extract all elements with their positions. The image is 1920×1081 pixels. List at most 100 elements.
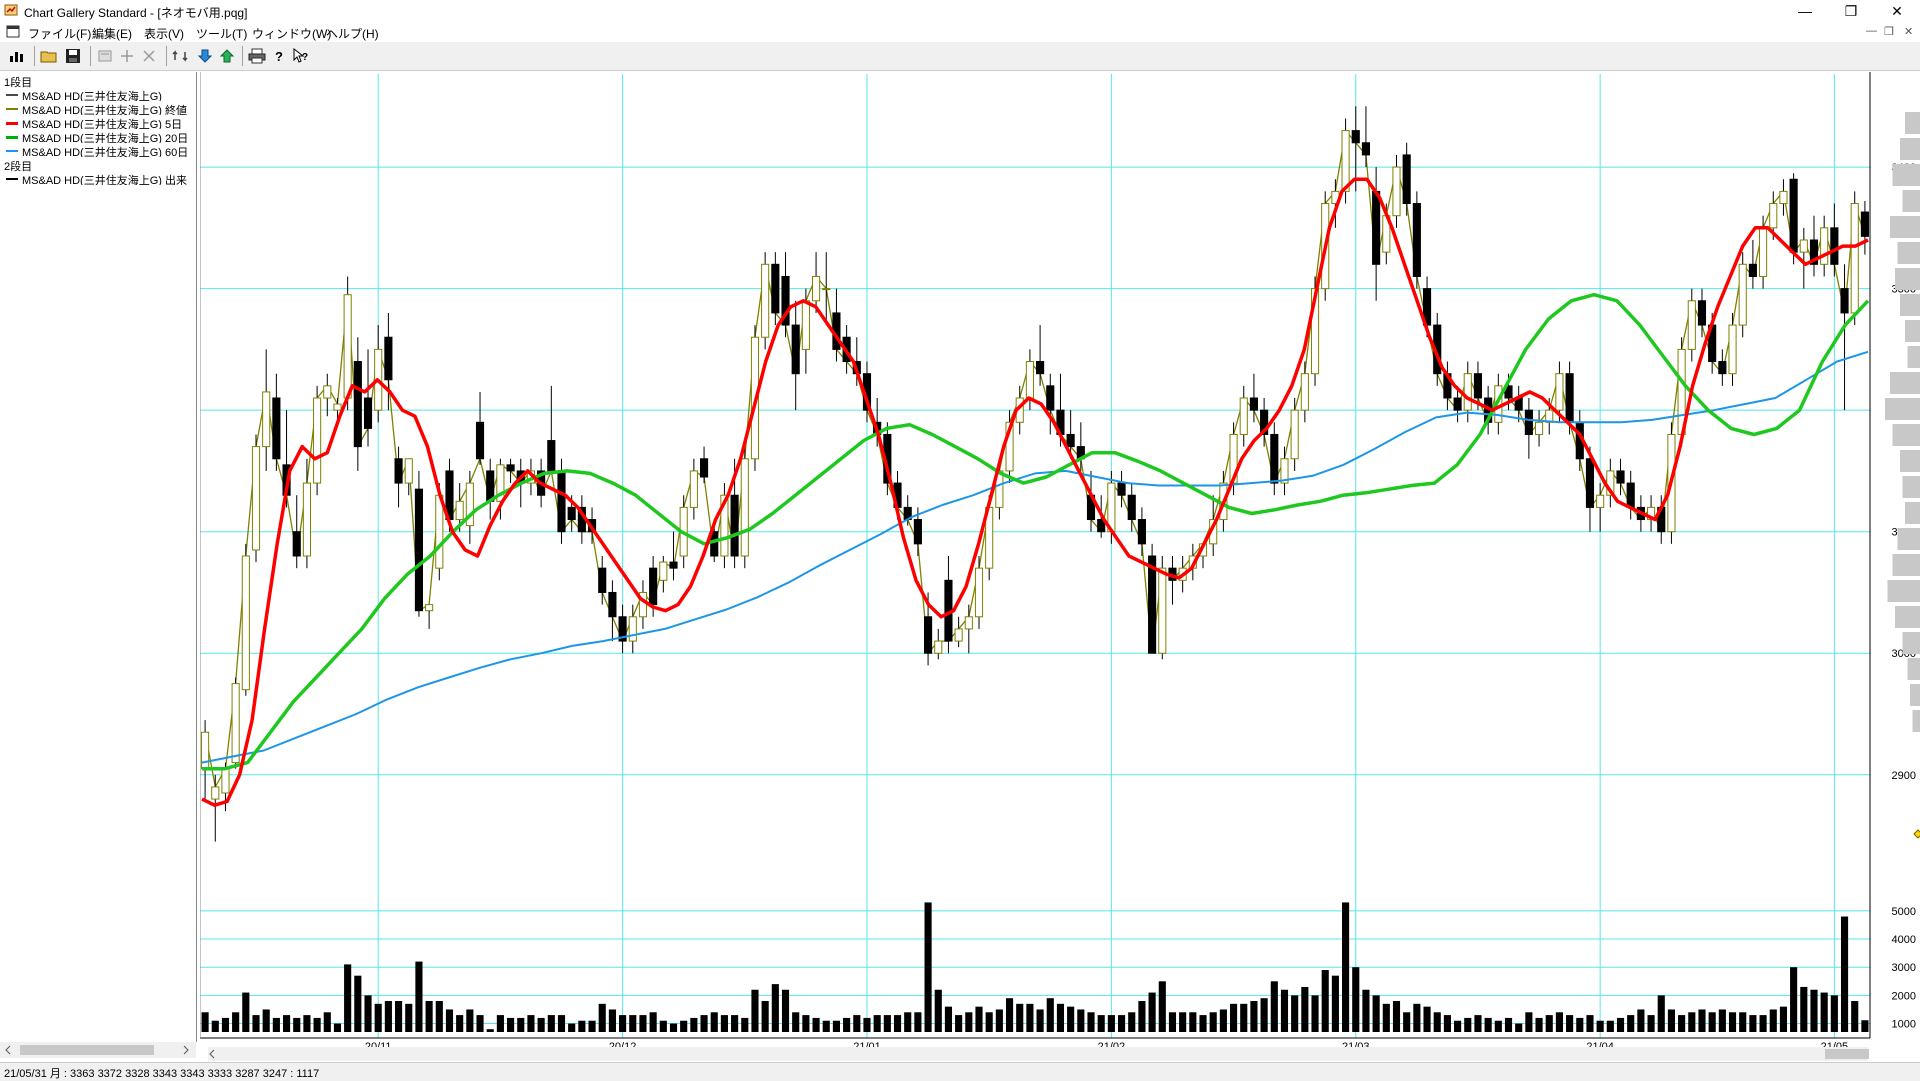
candle-body: [212, 787, 219, 799]
menu-tools[interactable]: ツール(T): [196, 25, 247, 42]
volume-bar: [395, 1001, 402, 1032]
help-button[interactable]: ?: [268, 45, 290, 67]
volume-bar: [1342, 902, 1349, 1032]
legend-label: MS&AD HD(三井住友海上G) 5日: [22, 116, 182, 129]
legend-horizontal-scrollbar[interactable]: [0, 1042, 196, 1058]
legend-item[interactable]: MS&AD HD(三井住友海上G): [4, 88, 194, 101]
volume-bar: [487, 1029, 494, 1032]
candle-body: [395, 459, 402, 483]
candle-body: [1790, 179, 1797, 252]
volume-profile-bar: [1890, 216, 1920, 238]
menu-edit[interactable]: 編集(E): [92, 25, 132, 42]
volume-bar: [1057, 1004, 1064, 1032]
volume-profile-bar: [1893, 554, 1920, 576]
save-button[interactable]: [62, 45, 84, 67]
volume-bar: [1525, 1012, 1532, 1032]
volume-tick-label: 1000: [1892, 1019, 1916, 1031]
swap-button[interactable]: [170, 45, 192, 67]
candle-body: [1525, 410, 1532, 434]
menu-file[interactable]: ファイル(F): [28, 25, 91, 42]
candle-body: [273, 398, 280, 459]
candle-body: [762, 264, 769, 337]
volume-bar: [599, 1004, 606, 1032]
volume-bar: [802, 1015, 809, 1032]
minimize-button[interactable]: —: [1782, 0, 1828, 22]
volume-bar: [1790, 967, 1797, 1032]
candlestick: [1301, 362, 1308, 423]
volume-bar: [1006, 998, 1013, 1032]
volume-bar: [853, 1015, 860, 1032]
legend-label: MS&AD HD(三井住友海上G) 20日: [22, 130, 188, 143]
volume-tick-label: 2000: [1892, 990, 1916, 1002]
volume-tick-label: 4000: [1892, 934, 1916, 946]
close-button[interactable]: ✕: [1874, 0, 1920, 22]
volume-profile-bar: [1893, 424, 1920, 446]
volume-bar: [1800, 987, 1807, 1032]
scrollbar-thumb[interactable]: [20, 1045, 154, 1055]
scroll-left-icon[interactable]: [6, 1046, 10, 1054]
move-down-button[interactable]: [194, 45, 216, 67]
candle-body: [426, 605, 433, 611]
open-button[interactable]: [38, 45, 60, 67]
mdi-restore-button[interactable]: ❐: [1884, 25, 1894, 38]
mdi-close-button[interactable]: ✕: [1904, 25, 1913, 38]
volume-bar: [1434, 1012, 1441, 1032]
legend-swatch: [6, 136, 18, 139]
volume-profile-bar: [1908, 658, 1920, 680]
floppy-disk-icon: [65, 48, 81, 64]
chart-scrollbar-thumb: [1825, 1049, 1869, 1059]
legend-item[interactable]: MS&AD HD(三井住友海上G) 5日: [4, 116, 194, 129]
volume-bar: [242, 993, 249, 1032]
chart-area[interactable]: 2900300031003200330034001000200030004000…: [200, 72, 1920, 1062]
volume-bar: [375, 1004, 382, 1032]
document-icon[interactable]: [6, 25, 20, 38]
candle-body: [792, 325, 799, 374]
volume-bar: [202, 1012, 209, 1032]
volume-profile-bar: [1898, 242, 1920, 264]
candlestick: [1810, 216, 1817, 277]
scroll-right-icon[interactable]: [184, 1046, 188, 1054]
legend-item[interactable]: MS&AD HD(三井住友海上G) 終値: [4, 102, 194, 115]
candle-body: [914, 520, 921, 544]
menu-help[interactable]: ヘルプ(H): [326, 25, 379, 42]
add-button[interactable]: [116, 45, 138, 67]
candle-body: [1861, 212, 1868, 236]
candlestick: [660, 556, 667, 592]
volume-bar: [1271, 981, 1278, 1032]
volume-bar: [1474, 1015, 1481, 1032]
candle-body: [1047, 386, 1054, 410]
candle-body: [242, 556, 249, 690]
print-button[interactable]: [246, 45, 268, 67]
context-help-button[interactable]: ?: [290, 45, 312, 67]
volume-bar: [232, 1012, 239, 1032]
legend-item[interactable]: MS&AD HD(三井住友海上G) 20日: [4, 130, 194, 143]
candlestick: [1271, 422, 1278, 495]
move-up-button[interactable]: [216, 45, 238, 67]
delete-button[interactable]: [138, 45, 160, 67]
candle-body: [975, 568, 982, 617]
volume-bar: [1332, 976, 1339, 1032]
candlestick: [375, 325, 382, 422]
chart-canvas[interactable]: 2900300031003200330034001000200030004000…: [200, 72, 1920, 1062]
candle-body: [1566, 374, 1573, 423]
marker-diamond-icon: [1914, 830, 1920, 838]
legend-item[interactable]: MS&AD HD(三井住友海上G) 60日: [4, 144, 194, 157]
legend-item[interactable]: MS&AD HD(三井住友海上G) 出来: [4, 172, 194, 185]
plus-icon: [119, 48, 135, 64]
volume-bar: [741, 1018, 748, 1032]
menu-view[interactable]: 表示(V): [144, 25, 184, 42]
restore-button[interactable]: ❐: [1828, 0, 1874, 22]
legend-label: MS&AD HD(三井住友海上G) 60日: [22, 144, 188, 157]
volume-bar: [904, 1012, 911, 1032]
volume-bar: [1047, 998, 1054, 1032]
properties-button[interactable]: [94, 45, 116, 67]
volume-bar: [1454, 1021, 1461, 1032]
menu-window[interactable]: ウィンドウ(W): [252, 25, 331, 42]
candle-body: [1729, 325, 1736, 374]
candle-body: [955, 629, 962, 641]
volume-bar: [1617, 1018, 1624, 1032]
chart-type-button[interactable]: [6, 45, 28, 67]
mdi-minimize-button[interactable]: —: [1866, 25, 1877, 37]
volume-bar: [1831, 995, 1838, 1032]
candle-body: [772, 264, 779, 313]
